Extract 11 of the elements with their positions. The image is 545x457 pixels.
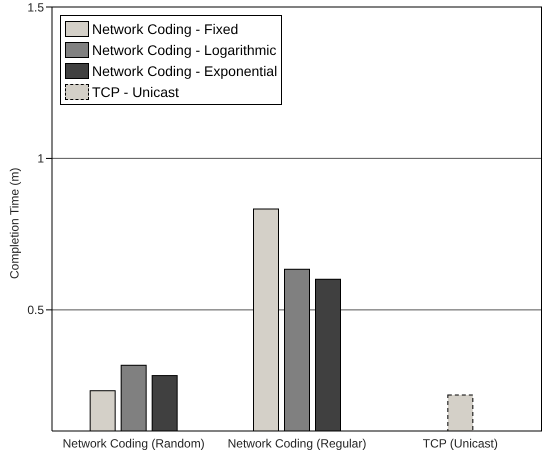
y-tick-label: 1.5 — [27, 0, 44, 14]
y-axis-title: Completion Time (m) — [7, 168, 22, 279]
x-tick-label: Network Coding (Regular) — [228, 436, 366, 451]
legend-label: Network Coding - Fixed — [92, 20, 238, 36]
legend-label: Network Coding - Exponential — [92, 62, 278, 78]
y-tick-label: 1 — [37, 152, 44, 166]
x-tick-label: Network Coding (Random) — [62, 436, 205, 451]
legend-label: TCP - Unicast — [92, 84, 179, 100]
x-tick-label: TCP (Unicast) — [422, 436, 498, 451]
y-tick-label: 0.5 — [27, 303, 44, 318]
legend-label: Network Coding - Logarithmic — [92, 42, 276, 58]
